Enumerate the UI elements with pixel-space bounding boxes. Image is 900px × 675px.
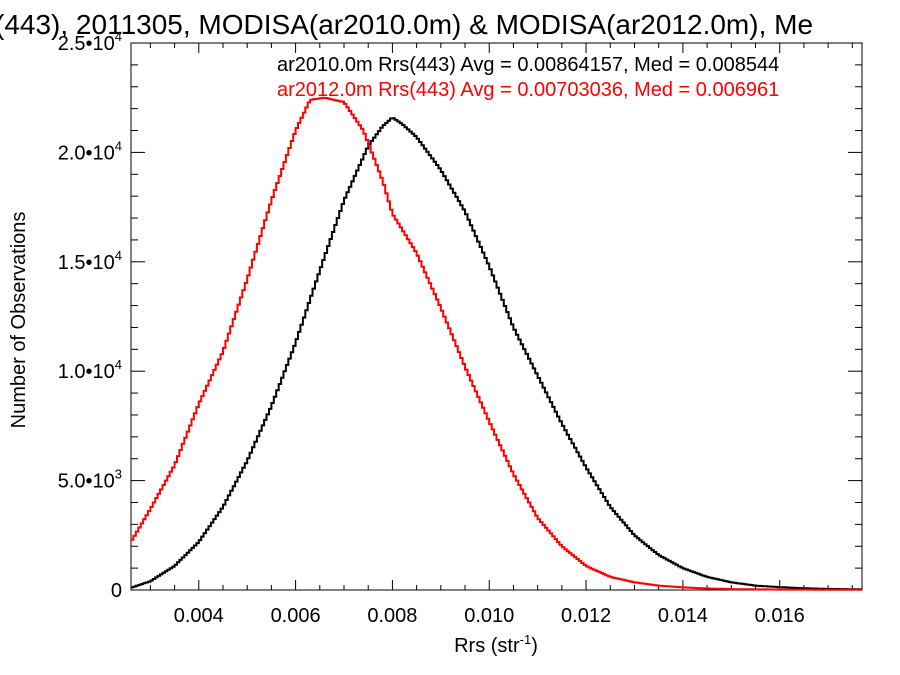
- x-axis-label-superscript: -1: [520, 632, 532, 647]
- x-axis-label-close: ): [531, 635, 538, 657]
- y-tick-mantissa: 2.0•10: [58, 142, 115, 164]
- y-tick-mantissa: 1.0•10: [58, 361, 115, 383]
- y-tick-exponent: 4: [115, 357, 122, 372]
- series-line-0: [131, 117, 862, 591]
- y-tick-label: 1.0•104: [58, 357, 122, 383]
- x-tick-label: 0.010: [464, 605, 514, 627]
- y-tick-label: 2.5•104: [58, 29, 122, 55]
- y-tick-exponent: 4: [115, 29, 122, 44]
- legend: ar2010.0m Rrs(443) Avg = 0.00864157, Med…: [277, 54, 779, 101]
- x-tick-label: 0.016: [755, 605, 805, 627]
- y-tick-label: 5.0•103: [58, 467, 122, 493]
- y-tick-exponent: 3: [115, 467, 122, 482]
- series-layer: [131, 96, 862, 591]
- y-axis-label: Number of Observations: [8, 212, 30, 429]
- y-tick-label: 0: [111, 580, 122, 602]
- x-tick-label: 0.014: [658, 605, 708, 627]
- x-tick-label: 0.004: [174, 605, 224, 627]
- y-tick-mantissa: 2.5•10: [58, 33, 115, 55]
- x-tick-label: 0.006: [271, 605, 321, 627]
- y-tick-mantissa: 5.0•10: [58, 471, 115, 493]
- legend-entry-0: ar2010.0m Rrs(443) Avg = 0.00864157, Med…: [277, 54, 779, 76]
- x-axis-label: Rrs (str-1): [454, 632, 538, 657]
- series-line-1: [131, 96, 862, 591]
- y-tick-label: 2.0•104: [58, 138, 122, 164]
- x-tick-label: 0.012: [561, 605, 611, 627]
- y-tick-mantissa: 0: [111, 580, 122, 602]
- chart-title: (443), 2011305, MODISA(ar2010.0m) & MODI…: [0, 9, 813, 40]
- x-axis-label-main: Rrs (str: [454, 635, 520, 657]
- y-tick-mantissa: 1.5•10: [58, 252, 115, 274]
- plot-frame: [130, 42, 863, 591]
- legend-entry-1: ar2012.0m Rrs(443) Avg = 0.00703036, Med…: [277, 79, 779, 101]
- y-tick-label: 1.5•104: [58, 248, 122, 274]
- y-tick-exponent: 4: [115, 138, 122, 153]
- x-tick-label: 0.008: [367, 605, 417, 627]
- y-tick-exponent: 4: [115, 248, 122, 263]
